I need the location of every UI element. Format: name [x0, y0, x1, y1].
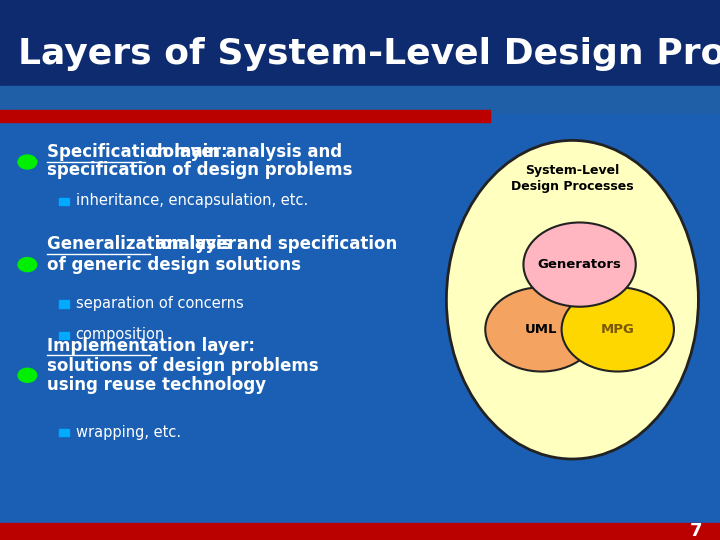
Circle shape: [523, 222, 636, 307]
Text: of generic design solutions: of generic design solutions: [47, 255, 301, 274]
Text: specification of design problems: specification of design problems: [47, 161, 352, 179]
Text: System-Level
Design Processes: System-Level Design Processes: [511, 164, 634, 193]
Bar: [0, 86, 720, 113]
Text: analysis and specification: analysis and specification: [150, 235, 397, 253]
Text: solutions of design problems: solutions of design problems: [47, 356, 318, 375]
Text: UML: UML: [525, 323, 558, 336]
Text: using reuse technology: using reuse technology: [47, 376, 266, 394]
Text: inheritance, encapsulation, etc.: inheritance, encapsulation, etc.: [76, 193, 308, 208]
Text: wrapping, etc.: wrapping, etc.: [76, 424, 181, 440]
Bar: [0, 110, 490, 122]
Bar: [0, 523, 720, 540]
Text: separation of concerns: separation of concerns: [76, 296, 243, 311]
Text: MPG: MPG: [600, 323, 635, 336]
Bar: [0, 0, 720, 86]
Text: 7: 7: [690, 522, 702, 540]
Circle shape: [485, 287, 598, 372]
Bar: [59, 300, 69, 308]
Bar: [59, 332, 69, 339]
Circle shape: [18, 258, 37, 272]
Text: Generalization layer:: Generalization layer:: [47, 235, 243, 253]
Ellipse shape: [446, 140, 698, 459]
Text: Implementation layer:: Implementation layer:: [47, 336, 255, 355]
Circle shape: [18, 368, 37, 382]
Text: domain analysis and: domain analysis and: [145, 143, 342, 161]
Bar: [59, 198, 69, 205]
Text: Generators: Generators: [538, 258, 621, 271]
Bar: [59, 429, 69, 436]
Text: Layers of System-Level Design Processes: Layers of System-Level Design Processes: [18, 37, 720, 71]
Circle shape: [18, 155, 37, 169]
Text: composition: composition: [76, 327, 165, 342]
Text: Specification layer:: Specification layer:: [47, 143, 228, 161]
Circle shape: [562, 287, 674, 372]
